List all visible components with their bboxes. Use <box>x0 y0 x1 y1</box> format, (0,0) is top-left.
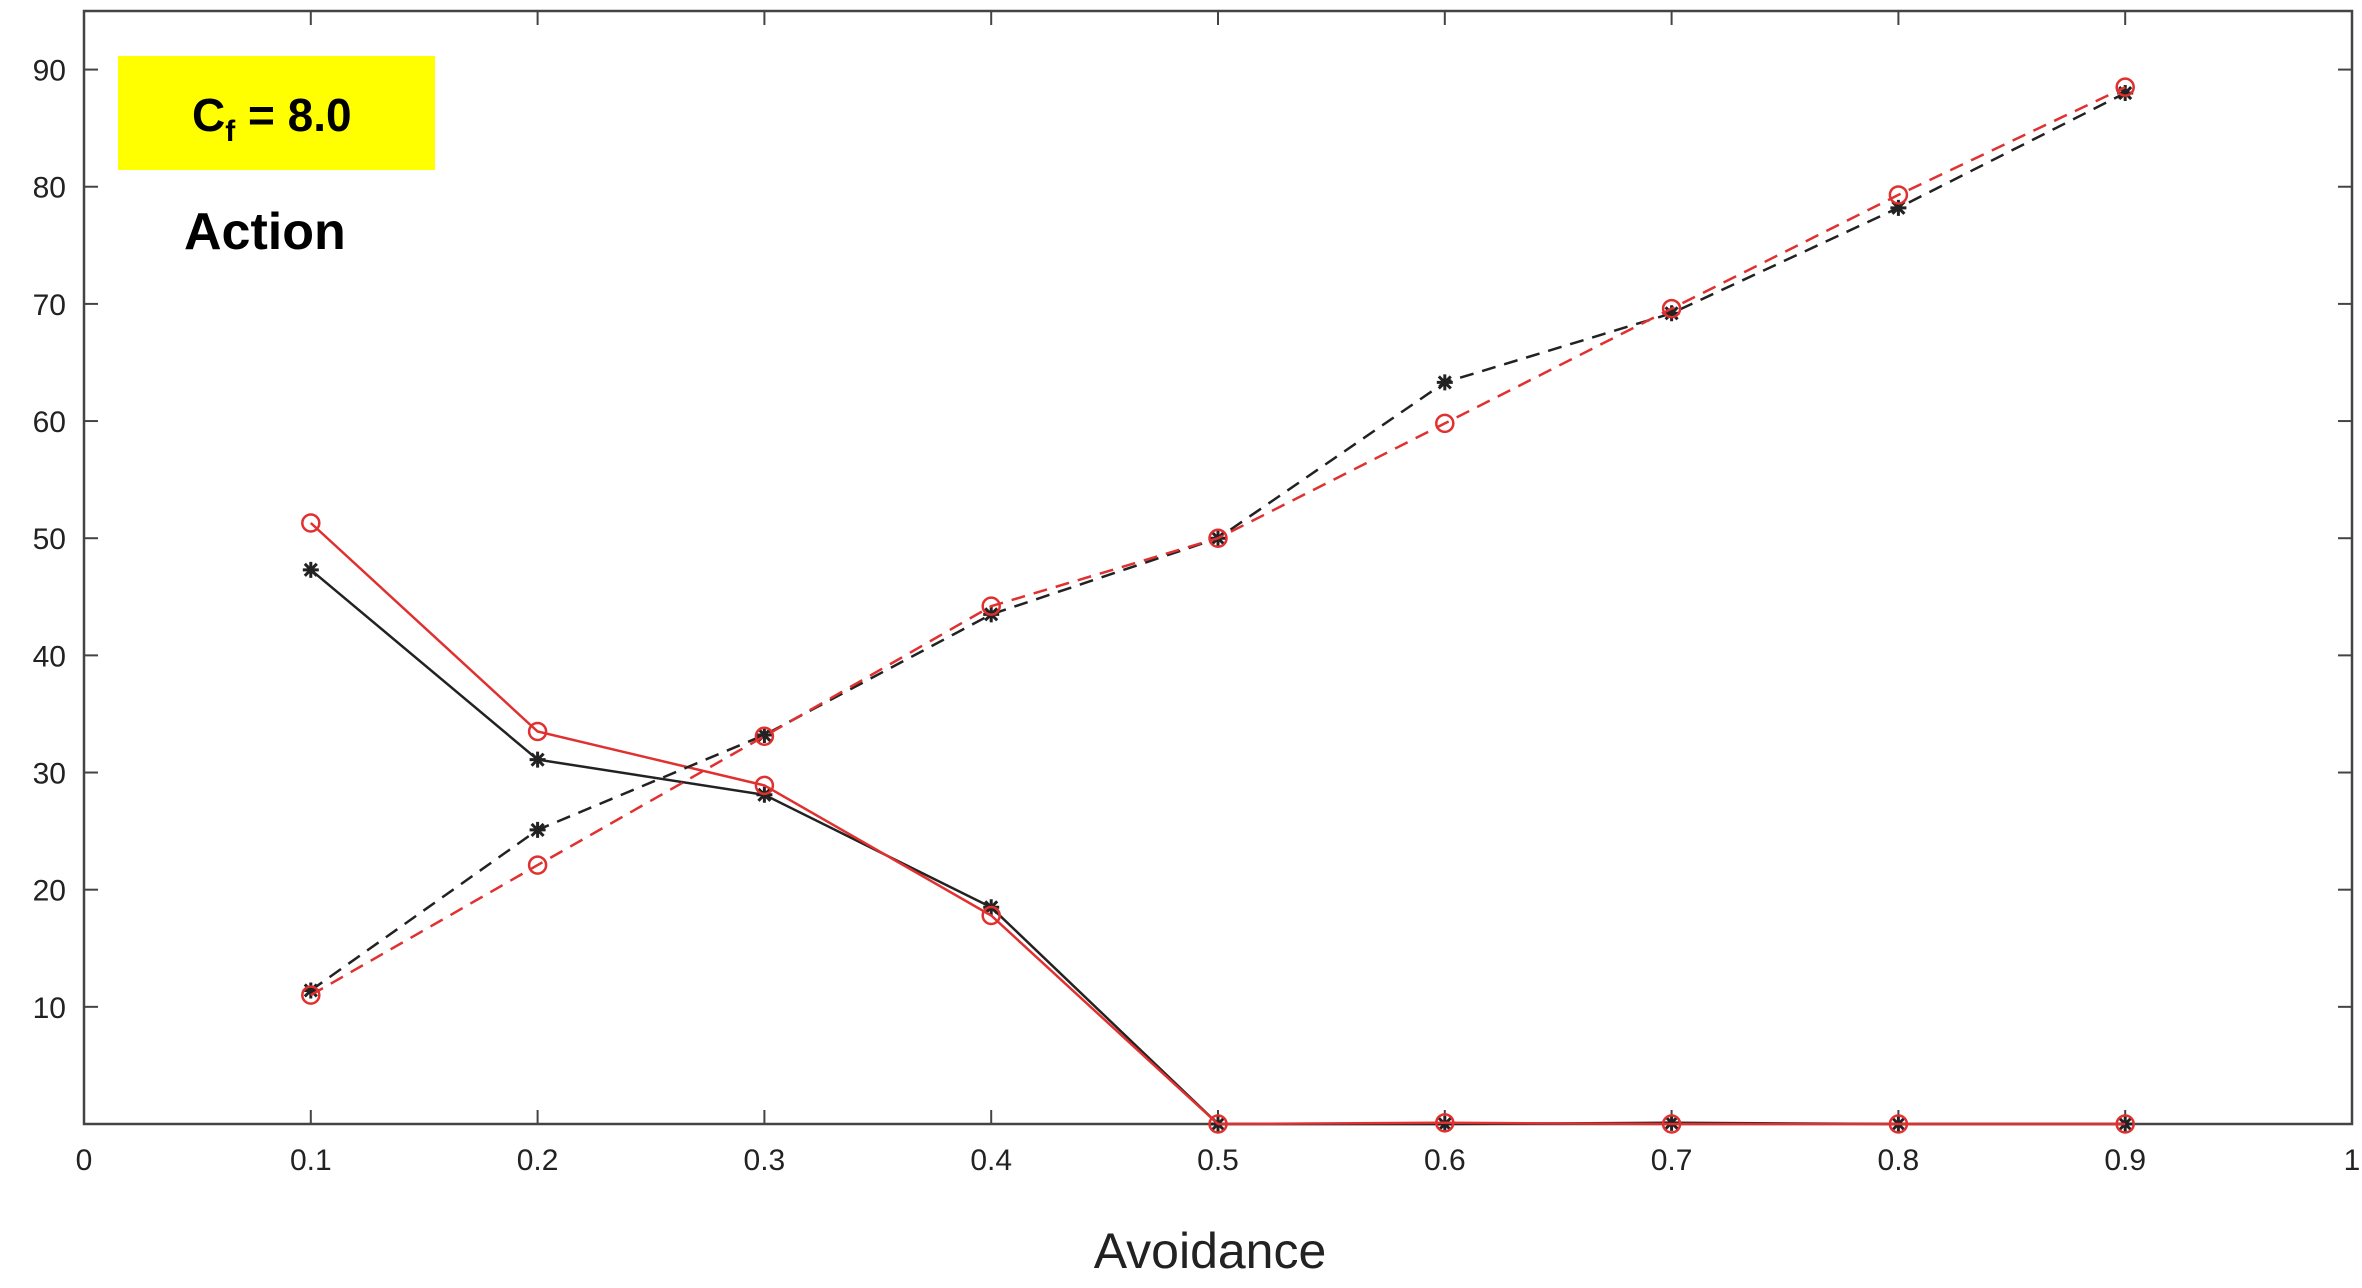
plot-frame <box>82 9 2354 1126</box>
data-point <box>1888 185 1909 205</box>
x-tick-label: 0.3 <box>744 1144 786 1177</box>
annotation-label: Action <box>184 203 346 261</box>
data-point <box>2115 77 2135 97</box>
data-point <box>981 596 1001 616</box>
data-point <box>527 855 548 875</box>
y-tick-label: 30 <box>33 758 66 791</box>
x-tick-label: 0.7 <box>1651 1144 1693 1177</box>
x-tick-label: 0.9 <box>2104 1144 2146 1177</box>
x-tick-label: 0.5 <box>1197 1144 1239 1177</box>
data-point <box>754 726 775 746</box>
x-axis-label: Avoidance <box>1094 1223 1327 1279</box>
data-point <box>1435 413 1455 434</box>
x-tick-label: 0.1 <box>290 1144 332 1177</box>
data-point <box>1435 1113 1455 1133</box>
parameter-subscript: f <box>225 115 236 148</box>
data-point <box>1208 1114 1228 1134</box>
series-3 <box>301 77 2135 1005</box>
series-0 <box>302 561 2134 1132</box>
parameter-symbol: C <box>192 89 225 141</box>
data-point <box>1208 528 1228 548</box>
y-axis: 10 20 30 40 50 60 70 80 90 <box>33 55 2352 1025</box>
parameter-label: Cf = 8.0 <box>192 89 352 148</box>
parameter-value: = 8.0 <box>235 89 351 141</box>
data-point <box>527 721 548 742</box>
data-point <box>302 982 319 999</box>
parameter-box <box>118 56 435 170</box>
data-point <box>756 727 773 744</box>
y-tick-label: 50 <box>33 523 66 556</box>
series-layer <box>301 77 2135 1134</box>
y-tick-label: 90 <box>33 55 66 88</box>
series-line <box>309 568 2126 1126</box>
data-point <box>1890 199 1907 216</box>
data-point <box>302 561 319 578</box>
data-point <box>2115 1114 2135 1134</box>
x-tick-label: 0.2 <box>517 1144 559 1177</box>
series-1 <box>301 513 2135 1134</box>
data-point <box>1661 1114 1682 1134</box>
x-tick-label: 0 <box>76 1144 93 1177</box>
data-point <box>1663 305 1680 322</box>
y-tick-label: 20 <box>33 875 66 908</box>
series-line <box>309 522 2126 1126</box>
y-tick-label: 80 <box>33 172 66 205</box>
data-point <box>301 513 321 533</box>
data-point <box>529 751 546 768</box>
data-point <box>301 985 321 1005</box>
y-tick-label: 70 <box>33 289 66 322</box>
data-point <box>2117 85 2134 102</box>
x-tick-label: 0.8 <box>1878 1144 1920 1177</box>
data-point <box>981 905 1001 926</box>
x-tick-label: 0.6 <box>1424 1144 1466 1177</box>
y-tick-label: 40 <box>33 640 66 673</box>
data-point <box>754 775 775 796</box>
data-point <box>1661 298 1682 319</box>
data-point <box>529 821 546 838</box>
x-axis: 0 0.1 0.2 0.3 0.4 0.5 0.6 0.7 0.8 0.9 1 <box>76 11 2361 1177</box>
y-tick-label: 10 <box>33 992 66 1025</box>
data-point <box>1436 374 1453 391</box>
series-2 <box>302 85 2134 999</box>
y-tick-label: 60 <box>33 406 66 439</box>
x-tick-label: 0.4 <box>970 1144 1012 1177</box>
series-line <box>310 86 2126 997</box>
data-point <box>1888 1114 1909 1134</box>
x-tick-label: 1 <box>2344 1144 2361 1177</box>
